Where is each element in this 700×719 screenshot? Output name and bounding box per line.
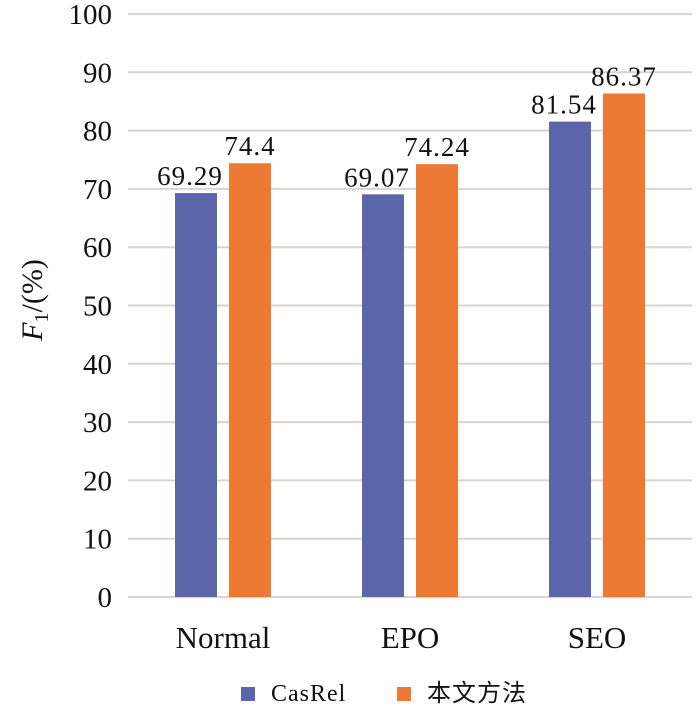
legend: CasRel 本文方法 [241, 680, 527, 707]
y-tick-labels: 0 10 20 30 40 50 60 70 80 90 100 [69, 0, 113, 614]
x-tick-labels: Normal EPO SEO [176, 620, 627, 655]
x-tick-label: Normal [176, 620, 271, 655]
data-label: 74.24 [404, 132, 470, 162]
y-tick-label: 90 [83, 57, 112, 89]
y-tick-label: 0 [98, 582, 113, 614]
y-tick-label: 50 [83, 291, 112, 323]
bar-casrel-seo [549, 121, 591, 598]
bar-casrel-epo [362, 194, 404, 597]
y-axis-label: F1/(%) [16, 259, 53, 342]
legend-swatch [397, 687, 411, 701]
y-tick-label: 20 [83, 465, 112, 497]
y-tick-label: 40 [83, 349, 112, 381]
legend-swatch [241, 687, 255, 701]
y-tick-label: 70 [83, 174, 112, 206]
bars [175, 93, 645, 598]
y-tick-label: 10 [83, 524, 112, 556]
bar-ours-epo [416, 164, 458, 598]
data-label: 74.4 [224, 131, 275, 161]
bar-casrel-normal [175, 193, 217, 597]
y-tick-label: 30 [83, 407, 112, 439]
data-label: 81.54 [531, 90, 597, 120]
y-tick-label: 100 [69, 0, 113, 31]
data-label: 86.37 [591, 61, 657, 91]
data-label: 69.07 [344, 162, 410, 192]
bar-ours-seo [603, 93, 645, 598]
x-tick-label: SEO [568, 620, 627, 655]
y-tick-label: 80 [83, 116, 112, 148]
y-tick-label: 60 [83, 232, 112, 264]
legend-label: 本文方法 [427, 680, 527, 707]
gridlines [128, 13, 692, 598]
x-tick-label: EPO [381, 620, 440, 655]
bar-ours-normal [229, 163, 271, 598]
legend-label: CasRel [271, 681, 346, 707]
data-label: 69.29 [157, 161, 223, 191]
